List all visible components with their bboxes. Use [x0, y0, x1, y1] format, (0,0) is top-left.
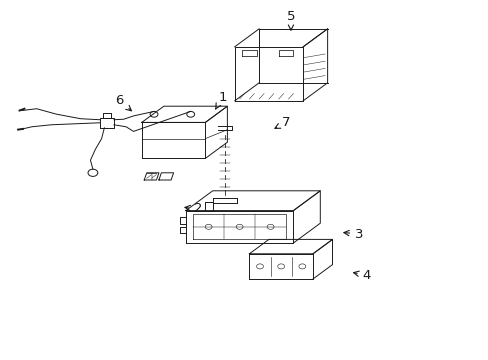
Text: 7: 7 [274, 116, 290, 129]
Text: 4: 4 [353, 269, 370, 282]
Text: 3: 3 [343, 228, 363, 240]
Text: 2: 2 [184, 202, 202, 215]
Text: 6: 6 [115, 94, 131, 111]
Text: 1: 1 [215, 91, 226, 109]
Text: 5: 5 [286, 10, 295, 30]
